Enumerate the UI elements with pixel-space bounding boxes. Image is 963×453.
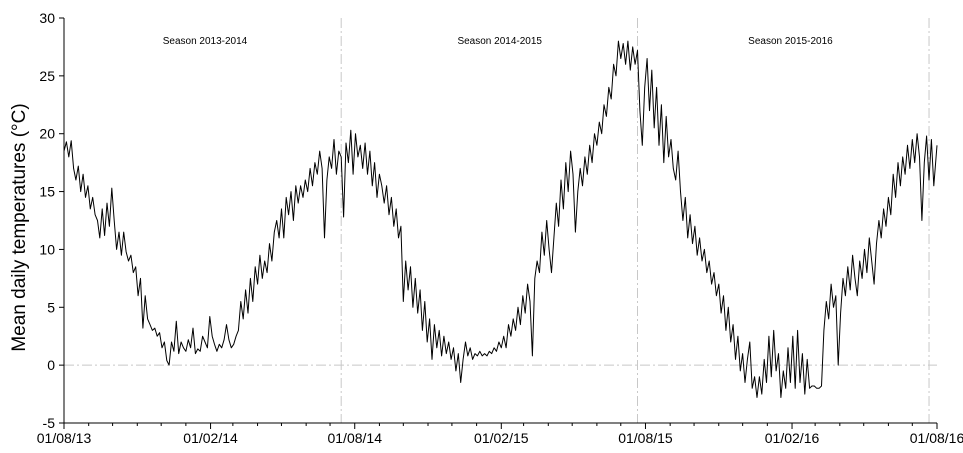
y-tick-label: 15	[39, 184, 55, 200]
x-tick-label: 01/08/14	[327, 430, 382, 446]
x-tick-label: 01/08/13	[37, 430, 92, 446]
temperature-series-line	[63, 40, 938, 398]
x-tick-label: 01/08/16	[910, 430, 963, 446]
season-label: Season 2014-2015	[457, 36, 542, 47]
series-layer	[63, 40, 938, 398]
x-tick-label: 01/02/15	[474, 430, 529, 446]
labels: -5 0 5 10 15 20 25 30 01/08/13 01/02/14 01/08/14 01…	[9, 10, 963, 446]
x-tick-label: 01/02/14	[183, 430, 238, 446]
y-tick-label: 20	[39, 126, 55, 142]
y-axis-title: Mean daily temperatures (°C)	[9, 103, 30, 351]
axes	[59, 17, 938, 429]
season-label: Season 2015-2016	[748, 36, 833, 47]
y-tick-label: 0	[47, 357, 55, 373]
x-tick-label: 01/02/16	[765, 430, 820, 446]
y-tick-label: 25	[39, 68, 55, 84]
x-tick-label: 01/08/15	[618, 430, 673, 446]
y-tick-label: -5	[43, 415, 56, 431]
y-tick-label: 10	[39, 241, 55, 257]
y-tick-label: 30	[39, 10, 55, 26]
y-tick-label: 5	[47, 299, 55, 315]
season-label: Season 2013-2014	[163, 36, 248, 47]
reference-lines	[64, 18, 937, 423]
